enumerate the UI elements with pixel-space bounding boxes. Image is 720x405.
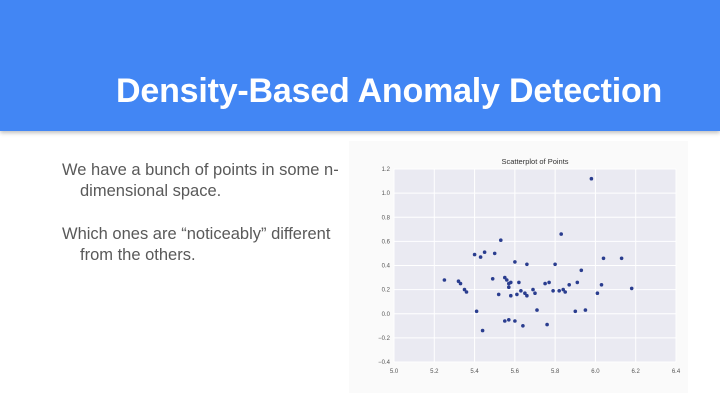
data-point <box>589 176 594 181</box>
data-point <box>595 291 600 295</box>
data-point <box>519 289 523 293</box>
x-tick-label: 5.2 <box>430 369 439 375</box>
x-tick-label: 6.4 <box>672 369 681 375</box>
x-tick-label: 5.8 <box>551 369 560 375</box>
y-tick-label: 1.0 <box>382 191 391 197</box>
data-point <box>517 280 521 285</box>
data-point <box>575 280 580 285</box>
data-point <box>490 277 495 281</box>
data-point <box>523 291 527 295</box>
data-point <box>561 287 565 292</box>
data-point <box>533 291 537 295</box>
data-point <box>573 309 578 314</box>
data-point <box>559 232 563 236</box>
y-tick-label: −0.2 <box>378 336 391 342</box>
data-point <box>525 293 529 298</box>
y-tick-label: 1.2 <box>382 167 391 173</box>
y-tick-label: 0.4 <box>382 264 391 270</box>
x-tick-label: 5.0 <box>390 369 399 375</box>
x-tick-label: 6.2 <box>632 369 641 375</box>
x-tick-label: 6.0 <box>591 369 600 375</box>
data-point <box>458 281 463 286</box>
bullet-item: We have a bunch of points in some n-dime… <box>62 161 339 200</box>
data-point <box>567 283 571 287</box>
data-point <box>545 322 549 327</box>
data-point <box>464 290 469 294</box>
data-point <box>601 256 606 261</box>
data-point <box>579 268 584 273</box>
data-point <box>509 293 513 298</box>
data-point <box>557 289 561 293</box>
data-point <box>629 286 634 291</box>
data-point <box>583 308 588 312</box>
y-tick-label: 0.8 <box>382 215 391 221</box>
data-point <box>553 262 557 267</box>
data-point <box>503 319 507 323</box>
data-point <box>507 318 511 322</box>
data-point <box>472 252 477 257</box>
x-tick-label: 5.4 <box>470 369 479 375</box>
data-point <box>505 278 509 282</box>
data-point <box>543 281 547 286</box>
data-point <box>499 238 503 242</box>
y-tick-label: −0.4 <box>378 360 391 366</box>
chart-title: Scatterplot of Points <box>501 157 568 166</box>
data-point <box>507 285 511 289</box>
data-point <box>551 289 555 293</box>
data-point <box>478 255 483 259</box>
data-point <box>535 308 539 312</box>
slide-title: Density-Based Anomaly Detection <box>116 72 663 110</box>
data-point <box>513 260 517 264</box>
y-tick-label: 0.2 <box>382 288 391 294</box>
data-point <box>563 290 567 294</box>
x-tick-label: 5.6 <box>511 369 520 375</box>
y-tick-label: 0.6 <box>382 239 391 245</box>
data-point <box>442 278 447 282</box>
data-point <box>513 319 517 323</box>
data-point <box>462 287 467 292</box>
y-tick-label: 0.0 <box>382 312 391 318</box>
data-point <box>525 262 529 267</box>
data-point <box>619 256 624 261</box>
data-point <box>509 280 513 285</box>
data-point <box>503 275 507 280</box>
data-point <box>456 279 461 283</box>
scatter-plot-svg: 5.0 5.2 5.4 5.6 5.8 6.0 6.2 6.4 1.2 1.0 0.8 0.6 0.4 0… <box>378 157 681 375</box>
data-point <box>599 283 604 287</box>
scatter-chart: 5.0 5.2 5.4 5.6 5.8 6.0 6.2 6.4 1.2 1.0 0.8 0.6 0.4 0… <box>349 141 688 393</box>
data-point <box>531 287 535 292</box>
title-bar: Density-Based Anomaly Detection <box>0 0 720 131</box>
data-point <box>496 292 501 297</box>
bullet-list: We have a bunch of points in some n-dime… <box>62 160 342 288</box>
data-point <box>492 251 497 256</box>
data-point <box>480 328 485 333</box>
data-point <box>515 292 519 297</box>
data-point <box>521 324 525 328</box>
data-point <box>474 309 479 314</box>
data-point <box>547 280 551 285</box>
bullet-item: Which ones are “noticeably” different fr… <box>62 225 331 264</box>
data-point <box>482 250 487 254</box>
